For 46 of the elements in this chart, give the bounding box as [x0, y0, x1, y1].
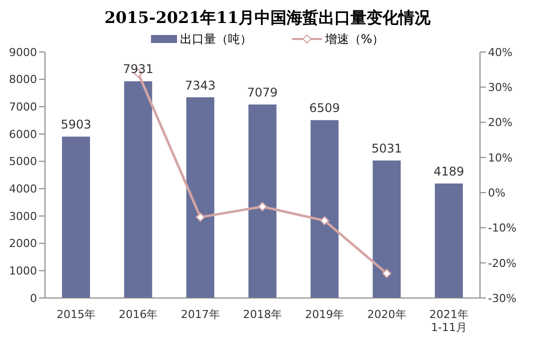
legend-label: 出口量（吨）	[180, 30, 252, 48]
y-tick-label: 7000	[9, 100, 37, 114]
chart-title: 2015-2021年11月中国海蜇出口量变化情况	[104, 7, 432, 29]
y2-tick-label: 30%	[488, 81, 512, 94]
point	[258, 202, 268, 212]
data-label: 7931	[122, 62, 154, 76]
bar	[124, 81, 152, 298]
data-label: 7343	[185, 78, 216, 92]
y-tick-label: 5000	[9, 155, 37, 168]
data-label: 7079	[247, 86, 278, 100]
point	[382, 268, 392, 278]
point	[196, 212, 205, 222]
bar	[248, 104, 276, 298]
x-tick-label: 2020年	[367, 308, 406, 321]
y2-tick-label: 40%	[488, 46, 512, 59]
y-tick-label: 8000	[9, 73, 37, 86]
legend-label: 增速（%）	[324, 30, 384, 48]
y-tick-label: 4000	[9, 182, 37, 196]
x-tick-label: 2017年	[180, 308, 220, 321]
y-tick-label: 9000	[9, 46, 37, 59]
y2-tick-label: 20%	[488, 116, 512, 130]
y2-tick-label: 0%	[488, 186, 506, 200]
point	[320, 216, 330, 226]
y-tick-label: 2000	[9, 237, 37, 250]
y2-tick-label: -20%	[488, 256, 516, 270]
data-label: 4189	[434, 164, 464, 178]
y2-tick-label: -30%	[488, 292, 516, 305]
data-label: 5031	[371, 141, 402, 156]
x-tick-label: 2016年	[118, 308, 158, 321]
y-tick-label: 6000	[9, 128, 37, 141]
y2-tick-label: 10%	[488, 151, 512, 164]
x-tick-label: 2019年	[305, 308, 344, 321]
x-tick-label: 2021年 1-11月	[429, 308, 468, 334]
data-label: 5903	[60, 118, 92, 132]
y-tick-label: 3000	[9, 210, 37, 223]
data-label: 6509	[309, 101, 340, 116]
bar	[434, 184, 463, 298]
x-tick-label: 2015年	[56, 308, 96, 321]
bar	[62, 136, 90, 298]
bar	[372, 160, 401, 298]
bar	[310, 120, 339, 298]
y2-tick-label: -10%	[488, 222, 516, 235]
y-tick-label: 0	[30, 292, 37, 305]
x-tick-label: 2018年	[243, 308, 282, 321]
y-tick-label: 1000	[9, 264, 37, 278]
bar	[186, 97, 214, 298]
